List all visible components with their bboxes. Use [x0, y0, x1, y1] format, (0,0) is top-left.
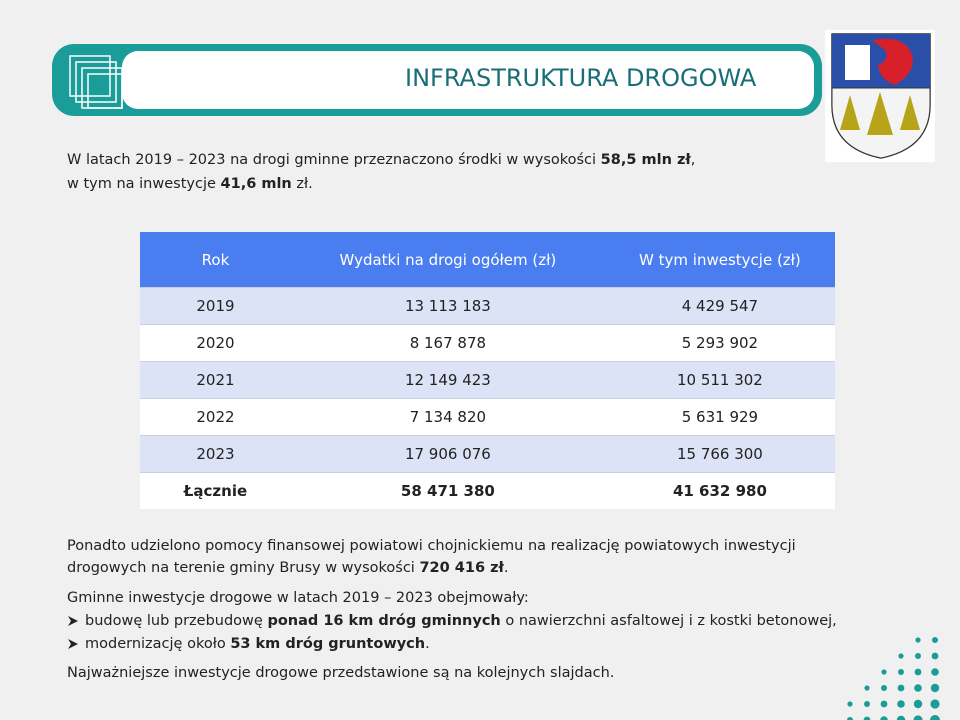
total-cell: Łącznie — [140, 472, 291, 509]
dot — [930, 715, 940, 720]
text: w tym na inwestycje — [67, 176, 221, 192]
dot — [880, 716, 888, 720]
table-cell: 12 149 423 — [290, 361, 605, 399]
scope-paragraph: Gminne inwestycje drogowe w latach 2019 … — [67, 587, 837, 656]
table-cell: 2022 — [140, 398, 291, 436]
table-header: Rok Wydatki na drogi ogółem (zł) W tym inw… — [140, 232, 835, 288]
text-line: Gminne inwestycje drogowe w latach 2019 … — [67, 587, 837, 610]
dot — [847, 717, 853, 720]
bold-text: 53 km dróg gruntowych — [230, 636, 426, 652]
table-cell: 17 906 076 — [290, 435, 605, 473]
table-cell: 2019 — [140, 287, 291, 325]
header-icon — [69, 55, 123, 109]
table-cell: 4 429 547 — [604, 287, 835, 325]
dot — [896, 715, 906, 720]
aid-paragraph: Ponadto udzielono pomocy finansowej powi… — [67, 535, 796, 579]
table-cell: 5 631 929 — [604, 398, 835, 436]
table-cell: 2021 — [140, 361, 291, 399]
dot — [914, 684, 922, 692]
column-header: W tym inwestycje (zł) — [604, 232, 835, 288]
text: . — [425, 636, 430, 652]
text: modernizację około — [85, 636, 231, 652]
total-cell: 41 632 980 — [604, 472, 835, 509]
text: budowę lub przebudowę — [85, 613, 268, 629]
text-line: budowę lub przebudowę ponad 16 km dróg g… — [67, 610, 837, 633]
text-line: Najważniejsze inwestycje drogowe przedst… — [67, 662, 614, 684]
table-row: 2020 8 167 878 5 293 902 — [140, 324, 835, 362]
dot — [897, 684, 905, 692]
text: , — [690, 152, 696, 168]
total-row: Łącznie 58 471 380 41 632 980 — [140, 472, 835, 509]
bold-text: 720 416 zł — [419, 560, 504, 576]
table-cell: 13 113 183 — [290, 287, 605, 325]
dot — [914, 668, 922, 676]
dot — [847, 701, 853, 707]
column-header: Rok — [140, 232, 291, 288]
dot — [880, 700, 888, 708]
bullet-arrow — [68, 616, 78, 626]
bullet-arrow — [68, 639, 78, 649]
table-cell: 7 134 820 — [290, 398, 605, 436]
dot — [931, 652, 939, 660]
dot — [863, 716, 871, 720]
dot — [931, 668, 939, 676]
dot — [930, 699, 940, 709]
table-row: 2022 7 134 820 5 631 929 — [140, 398, 835, 436]
dot — [915, 653, 921, 659]
text-line: W latach 2019 – 2023 na drogi gminne prz… — [67, 148, 695, 172]
dot — [897, 700, 905, 708]
intro-paragraph: W latach 2019 – 2023 na drogi gminne prz… — [67, 148, 695, 196]
text-line: Ponadto udzielono pomocy finansowej powi… — [67, 535, 796, 557]
bold-text: ponad 16 km dróg gminnych — [267, 613, 501, 629]
table-row: 2019 13 113 183 4 429 547 — [140, 287, 835, 325]
dot — [913, 699, 923, 709]
dot — [864, 685, 870, 691]
bold-text: 41,6 mln — [220, 176, 292, 192]
text: Najważniejsze inwestycje drogowe przedst… — [67, 665, 615, 681]
text: Ponadto udzielono pomocy finansowej powi… — [67, 538, 796, 554]
dot — [932, 637, 938, 643]
table-cell: 15 766 300 — [604, 435, 835, 473]
dot — [898, 669, 904, 675]
table-cell: 8 167 878 — [290, 324, 605, 362]
table-cell: 10 511 302 — [604, 361, 835, 399]
dot — [864, 701, 870, 707]
dot — [930, 683, 940, 693]
text: . — [503, 560, 509, 576]
table-cell: 2020 — [140, 324, 291, 362]
bold-text: 58,5 mln zł — [600, 152, 691, 168]
header-panel — [122, 51, 814, 109]
text: Gminne inwestycje drogowe w latach 2019 … — [67, 590, 529, 606]
coat-of-arms — [825, 30, 935, 162]
text-line: drogowych na terenie gminy Brusy w wysok… — [67, 557, 796, 579]
dot — [913, 715, 923, 720]
text-line: modernizację około 53 km dróg gruntowych… — [67, 633, 837, 656]
text: zł. — [291, 176, 313, 192]
table-row: 2021 12 149 423 10 511 302 — [140, 361, 835, 399]
dot — [881, 669, 887, 675]
table-cell: 5 293 902 — [604, 324, 835, 362]
slide-title: INFRASTRUKTURA DROGOWA — [405, 64, 757, 92]
text: drogowych na terenie gminy Brusy w wysok… — [67, 560, 420, 576]
dot — [881, 685, 887, 691]
closing-paragraph: Najważniejsze inwestycje drogowe przedst… — [67, 662, 614, 684]
expense-table: Rok Wydatki na drogi ogółem (zł) W tym inw… — [140, 232, 835, 509]
total-cell: 58 471 380 — [290, 472, 605, 509]
dot — [915, 637, 921, 643]
dot-pattern — [847, 637, 940, 720]
column-header: Wydatki na drogi ogółem (zł) — [290, 232, 605, 288]
text: W latach 2019 – 2023 na drogi gminne prz… — [67, 152, 601, 168]
text: o nawierzchni asfaltowej i z kostki beto… — [500, 613, 837, 629]
dot — [898, 653, 904, 659]
text-line: w tym na inwestycje 41,6 mln zł. — [67, 172, 695, 196]
table-row: 2023 17 906 076 15 766 300 — [140, 435, 835, 473]
table-cell: 2023 — [140, 435, 291, 473]
